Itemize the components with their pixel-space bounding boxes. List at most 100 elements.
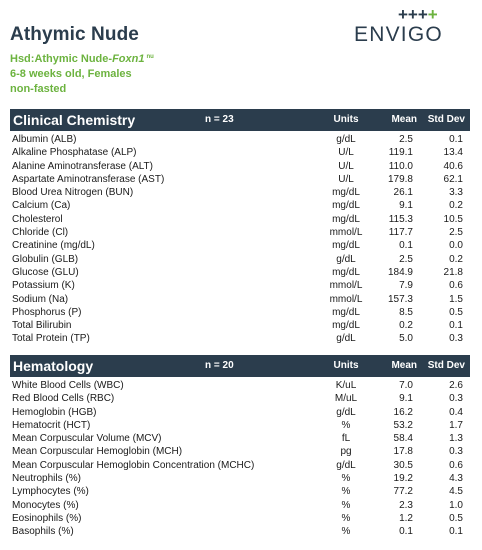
std-dev-cell: 1.3: [449, 433, 463, 445]
strain-gene: Foxn1: [112, 53, 145, 65]
clinical-chemistry-section: Clinical Chemistry n = 23 Units Mean Std…: [10, 109, 470, 346]
std-dev-cell: 1.0: [449, 499, 463, 511]
units-cell: g/dL: [336, 253, 356, 265]
std-dev-cell: 2.6: [449, 380, 463, 391]
mean-cell: 26.1: [393, 187, 413, 199]
parameter-name: Alanine Aminotransferase (ALT): [12, 160, 153, 172]
parameter-name: Red Blood Cells (RBC): [12, 393, 115, 405]
parameter-name: Calcium (Ca): [12, 200, 71, 212]
std-dev-cell: 0.2: [449, 200, 463, 212]
std-dev-cell: 0.1: [449, 320, 463, 332]
std-dev-cell: 0.4: [449, 406, 463, 418]
mean-cell: 184.9: [387, 266, 413, 278]
mean-cell: 1.2: [399, 512, 413, 524]
std-dev-cell: 62.1: [443, 173, 463, 185]
std-dev-header: Std Dev: [427, 360, 465, 371]
table-row: Mean Corpuscular Hemoglobin Concentratio…: [10, 459, 470, 472]
units-cell: mmol/L: [329, 280, 363, 292]
std-dev-cell: 1.5: [449, 293, 463, 305]
table-row: Monocytes (%)% 2.3 1.0: [10, 499, 470, 512]
table-row: Red Blood Cells (RBC) M/uL 9.1 0.3: [10, 392, 470, 405]
units-cell: %: [341, 473, 351, 485]
strain-prefix: Hsd:Athymic Nude-: [10, 53, 113, 65]
table-row: Lymphocytes (%)% 77.2 4.5: [10, 485, 470, 498]
units-cell: U/L: [338, 173, 354, 185]
units-cell: fL: [341, 433, 351, 445]
units-cell: %: [341, 499, 351, 511]
table-row: Alanine Aminotransferase (ALT) U/L 110.0 40…: [10, 160, 470, 173]
table-row: Potassium (K) mmol/L 7.9 0.6: [10, 279, 470, 292]
parameter-name: Potassium (K): [12, 280, 75, 292]
units-header: Units: [333, 114, 359, 125]
parameter-name: Total Bilirubin: [12, 320, 72, 332]
std-dev-cell: 0.1: [449, 526, 463, 538]
envigo-logo: ++++ ENVIGO: [354, 6, 468, 48]
mean-cell: 7.0: [399, 380, 413, 391]
table-row: Neutrophils (%)% 19.2 4.3: [10, 472, 470, 485]
parameter-name: Basophils (%): [12, 526, 74, 538]
parameter-name: Mean Corpuscular Volume (MCV): [12, 433, 162, 445]
section-header: Clinical Chemistry n = 23 Units Mean Std…: [10, 109, 470, 131]
std-dev-cell: 0.5: [449, 306, 463, 318]
parameter-name: Mean Corpuscular Hemoglobin (MCH): [12, 446, 183, 458]
table-row: Alkaline Phosphatase (ALP) U/L 119.1 13.4: [10, 146, 470, 159]
std-dev-cell: 40.6: [443, 160, 463, 172]
units-cell: U/L: [338, 147, 354, 159]
parameter-name: Phosphorus (P): [12, 306, 82, 318]
parameter-name: Albumin (ALB): [12, 134, 77, 145]
parameter-name: Chloride (Cl): [12, 227, 69, 239]
std-dev-cell: 0.6: [449, 280, 463, 292]
mean-cell: 2.5: [399, 134, 413, 145]
mean-cell: 58.4: [393, 433, 413, 445]
table-row: Albumin (ALB) g/dL 2.5 0.1: [10, 133, 470, 146]
table-row: Creatinine (mg/dL) mg/dL 0.1 0.0: [10, 239, 470, 252]
table-row: Total Protein (TP) g/dL 5.0 0.3: [10, 332, 470, 345]
logo-wordmark: ENVIGO: [354, 23, 443, 46]
table-row: Aspartate Aminotransferase (AST) U/L 179.8…: [10, 173, 470, 186]
std-dev-cell: 0.3: [449, 446, 463, 458]
parameter-name: Globulin (GLB): [12, 253, 79, 265]
mean-cell: 110.0: [388, 160, 413, 172]
page-header: Athymic Nude Hsd:Athymic Nude-Foxn1 nu 6-…: [10, 24, 154, 97]
mean-cell: 179.8: [387, 173, 413, 185]
std-dev-cell: 10.5: [443, 213, 463, 225]
std-dev-cell: 4.5: [449, 486, 463, 498]
parameter-name: Lymphocytes (%): [12, 486, 89, 498]
units-cell: %: [341, 526, 351, 538]
mean-header: Mean: [391, 114, 417, 125]
units-cell: mg/dL: [332, 320, 360, 332]
sample-count: n = 23: [205, 114, 234, 125]
parameter-name: Hematocrit (HCT): [12, 419, 91, 431]
mean-cell: 19.2: [393, 473, 413, 485]
units-cell: g/dL: [336, 459, 356, 471]
units-cell: pg: [340, 446, 352, 458]
std-dev-header: Std Dev: [427, 114, 465, 125]
table-body: Albumin (ALB) g/dL 2.5 0.1 Alkaline Phosphat…: [10, 133, 470, 346]
hematology-section: Hematology n = 20 Units Mean Std Dev Whi…: [10, 355, 470, 539]
mean-cell: 16.2: [393, 406, 413, 418]
std-dev-cell: 0.3: [449, 333, 463, 345]
units-cell: mg/dL: [332, 213, 360, 225]
units-cell: mg/dL: [332, 200, 360, 212]
std-dev-cell: 0.3: [449, 393, 463, 405]
table-row: Mean Corpuscular Volume (MCV) fL 58.4 1.3: [10, 432, 470, 445]
table-row: Basophils (%)% 0.1 0.1: [10, 525, 470, 538]
mean-cell: 119.1: [388, 147, 413, 159]
std-dev-cell: 0.0: [449, 240, 463, 252]
units-cell: U/L: [338, 160, 354, 172]
table-row: Phosphorus (P) mg/dL 8.5 0.5: [10, 306, 470, 319]
mean-cell: 0.2: [399, 320, 413, 332]
table-row: Eosinophils (%)% 1.2 0.5: [10, 512, 470, 525]
parameter-name: Neutrophils (%): [12, 473, 81, 485]
std-dev-cell: 3.3: [449, 187, 463, 199]
logo-crosses-dark: +++: [398, 5, 428, 24]
section-header: Hematology n = 20 Units Mean Std Dev: [10, 355, 470, 377]
units-cell: g/dL: [336, 406, 356, 418]
units-cell: mmol/L: [329, 227, 363, 239]
parameter-name: Glucose (GLU): [12, 266, 79, 278]
units-cell: mg/dL: [332, 306, 360, 318]
parameter-name: Aspartate Aminotransferase (AST): [12, 173, 165, 185]
units-cell: g/dL: [336, 134, 356, 145]
parameter-name: Total Protein (TP): [12, 333, 90, 345]
logo-crosses: ++++: [398, 6, 438, 24]
